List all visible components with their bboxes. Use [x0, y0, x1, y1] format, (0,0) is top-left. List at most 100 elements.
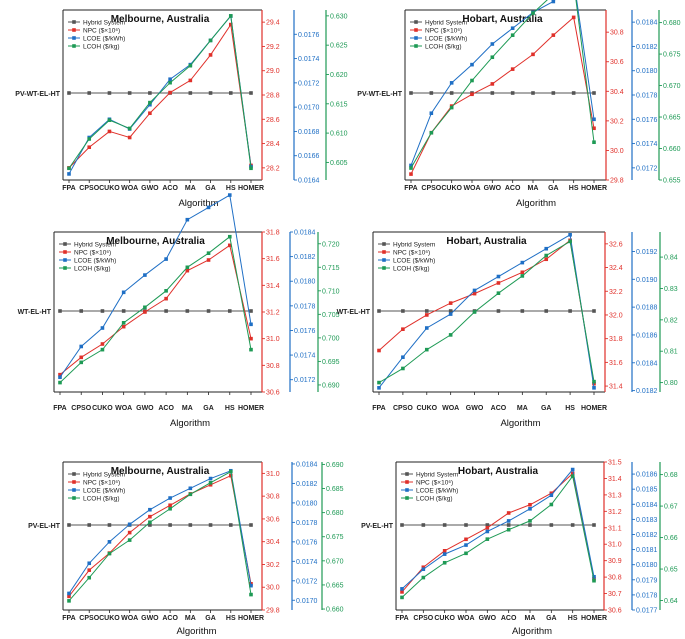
lcoe-point-ga [208, 476, 213, 481]
lcoh-axis-tick-label: 0.66 [664, 535, 678, 542]
lcoe-axis-tick-label: 0.0182 [294, 254, 316, 261]
npc-axis-tick-label: 32.0 [609, 312, 623, 319]
npc-point-cuko [100, 342, 105, 346]
npc-axis-tick-label: 29.4 [266, 20, 280, 27]
x-tick-label-homer: HOMER [238, 405, 264, 412]
x-tick-label-ga: GA [205, 185, 216, 192]
lcoe-axis-tick-label: 0.0168 [298, 129, 320, 136]
npc-point-gwo [485, 525, 490, 530]
x-tick-label-gwo: GWO [484, 185, 502, 192]
lcoh-point-fpa [377, 380, 381, 385]
lcoe-point-aco [496, 274, 501, 279]
npc-point-woa [464, 537, 468, 542]
x-tick-label-fpa: FPA [62, 615, 75, 622]
lcoh-series-line [68, 14, 252, 169]
lcoh-point-cpso [87, 137, 92, 141]
legend-label-npc: NPC ($×10⁶) [83, 479, 120, 486]
lcoe-point-ma [188, 486, 193, 491]
lcoe-axis-tick-label: 0.0178 [296, 520, 318, 527]
npc-axis-tick-label: 31.0 [266, 336, 280, 343]
lcoh-point-gwo [485, 537, 490, 541]
lcoh-axis-tick-label: 0.64 [664, 598, 678, 605]
lcoe-point-ga [206, 205, 211, 210]
lcoe-axis-tick-label: 0.0188 [636, 305, 658, 312]
hybrid-system-point-cuko [100, 309, 105, 313]
lcoe-axis-tick-label: 0.0185 [636, 487, 658, 494]
chart-title: Hobart, Australia [458, 466, 539, 477]
lcoe-point-aco [510, 26, 515, 31]
x-tick-label-homer: HOMER [238, 185, 264, 192]
npc-point-ma [528, 502, 532, 507]
x-tick-label-homer: HOMER [238, 615, 264, 622]
lcoh-point-fpa [409, 166, 413, 170]
lcoe-point-cpso [429, 111, 434, 116]
lcoe-point-fpa [409, 163, 413, 168]
lcoe-axis-tick-label: 0.0164 [298, 178, 320, 185]
x-tick-label-hs: HS [226, 185, 236, 192]
lcoe-axis-tick-label: 0.0170 [298, 105, 320, 112]
npc-axis-tick-label: 30.7 [608, 591, 622, 598]
lcoh-point-ma [188, 492, 193, 497]
lcoh-axis-tick-label: 0.81 [664, 349, 678, 356]
npc-series-line [68, 474, 252, 597]
lcoh-point-hs [570, 474, 575, 478]
lcoe-point-ga [551, 0, 556, 4]
lcoe-point-homer [249, 322, 253, 327]
lcoe-axis-tick-label: 0.0190 [636, 277, 658, 284]
x-tick-label-aco: ACO [162, 185, 178, 192]
hybrid-system-point-ma [528, 523, 532, 527]
lcoh-point-ga [544, 253, 549, 258]
lcoe-series-line [68, 470, 252, 594]
lcoh-point-ma [520, 274, 525, 278]
npc-axis-tick-label: 30.6 [266, 516, 280, 523]
lcoh-point-aco [168, 506, 172, 511]
lcoe-point-woa [121, 290, 126, 295]
npc-point-gwo [148, 111, 152, 116]
lcoe-point-ma [528, 507, 532, 511]
npc-point-fpa [400, 590, 404, 594]
x-tick-label-fpa: FPA [372, 405, 385, 412]
hybrid-system-point-cpso [87, 91, 92, 95]
lcoh-point-cpso [79, 360, 84, 365]
lcoh-point-fpa [67, 599, 71, 603]
lcoe-point-ma [520, 260, 525, 265]
lcoh-point-ga [206, 251, 211, 255]
x-tick-label-cuko: CUKO [92, 405, 113, 412]
x-tick-label-ga: GA [548, 185, 559, 192]
npc-point-gwo [472, 291, 477, 296]
lcoe-axis-tick-label: 0.0178 [636, 93, 658, 100]
hybrid-system-point-gwo [148, 523, 152, 527]
x-tick-label-cpso: CPSO [71, 405, 91, 412]
lcoe-axis-tick-label: 0.0186 [636, 472, 658, 479]
x-tick-label-cuko: CUKO [416, 405, 437, 412]
lcoh-point-homer [592, 578, 596, 583]
npc-point-hs [227, 243, 232, 248]
hybrid-system-point-cpso [429, 91, 434, 95]
lcoh-point-gwo [472, 310, 477, 314]
x-tick-label-aco: ACO [505, 185, 521, 192]
x-tick-label-ga: GA [541, 405, 552, 412]
npc-point-hs [228, 473, 233, 478]
x-tick-label-aco: ACO [158, 405, 174, 412]
npc-point-fpa [409, 172, 413, 176]
x-tick-label-ma: MA [185, 185, 196, 192]
lcoe-point-woa [127, 522, 132, 527]
chart-panel-4: FPA CPSO CUKO WOA GWO ACO MA GA HS HOMER Hobart, A… [337, 231, 678, 429]
npc-axis-tick-label: 31.2 [608, 509, 622, 516]
lcoh-axis-tick-label: 0.695 [322, 359, 340, 366]
lcoh-axis-tick-label: 0.615 [330, 101, 348, 108]
lcoh-axis-tick-label: 0.660 [326, 607, 344, 614]
legend-label-lcoh: LCOH ($/kg) [393, 265, 429, 272]
legend-marker-npc [382, 250, 386, 254]
lcoe-axis-tick-label: 0.0184 [294, 230, 316, 237]
hybrid-system-point-ma [520, 309, 525, 313]
lcoh-axis-tick-label: 0.660 [663, 146, 681, 153]
npc-point-cpso [87, 145, 92, 150]
lcoe-point-aco [506, 519, 511, 523]
hybrid-system-point-fpa [58, 309, 62, 313]
hybrid-system-point-homer [592, 309, 596, 313]
lcoh-point-cuko [442, 560, 447, 565]
lcoh-point-cuko [424, 347, 429, 352]
x-tick-label-homer: HOMER [581, 405, 607, 412]
lcoe-point-hs [568, 232, 572, 237]
